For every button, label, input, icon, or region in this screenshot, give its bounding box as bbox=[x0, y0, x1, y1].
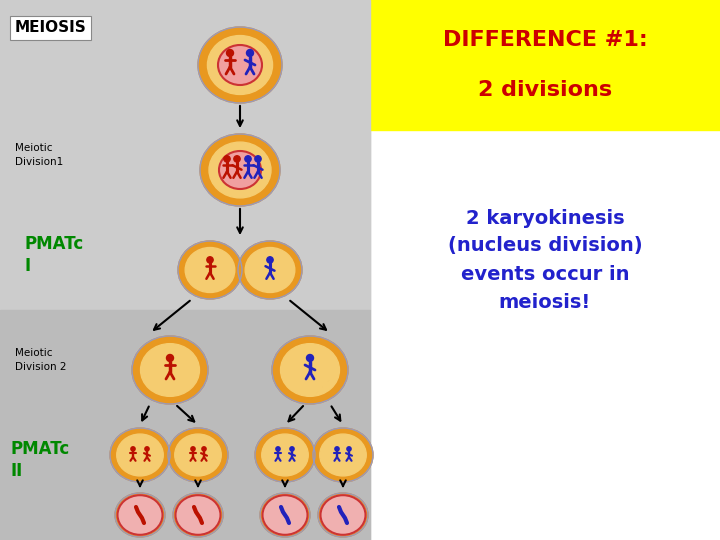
Circle shape bbox=[207, 256, 213, 263]
Ellipse shape bbox=[272, 336, 348, 404]
Ellipse shape bbox=[173, 493, 223, 537]
Text: 2 divisions: 2 divisions bbox=[478, 80, 612, 100]
Ellipse shape bbox=[117, 495, 163, 535]
Ellipse shape bbox=[320, 495, 366, 535]
Ellipse shape bbox=[246, 247, 294, 293]
Circle shape bbox=[166, 354, 174, 361]
Text: PMATc
I: PMATc I bbox=[25, 235, 84, 275]
Ellipse shape bbox=[260, 493, 310, 537]
Ellipse shape bbox=[117, 434, 163, 476]
Circle shape bbox=[267, 256, 273, 263]
Text: Meiotic
Division 2: Meiotic Division 2 bbox=[15, 348, 66, 372]
Circle shape bbox=[307, 354, 313, 361]
Ellipse shape bbox=[185, 247, 235, 293]
Bar bbox=[0, 0, 370, 540]
Ellipse shape bbox=[218, 45, 262, 85]
Circle shape bbox=[255, 156, 261, 162]
Bar bbox=[370, 0, 720, 130]
Ellipse shape bbox=[198, 27, 282, 103]
Circle shape bbox=[202, 447, 206, 451]
Circle shape bbox=[145, 447, 149, 451]
Circle shape bbox=[234, 156, 240, 162]
Circle shape bbox=[131, 447, 135, 451]
Ellipse shape bbox=[313, 428, 373, 482]
Ellipse shape bbox=[178, 241, 242, 299]
Ellipse shape bbox=[318, 493, 368, 537]
Ellipse shape bbox=[263, 495, 307, 535]
Ellipse shape bbox=[176, 495, 220, 535]
Ellipse shape bbox=[219, 151, 261, 189]
Ellipse shape bbox=[140, 343, 199, 396]
Ellipse shape bbox=[262, 434, 308, 476]
Ellipse shape bbox=[175, 434, 221, 476]
Text: Meiotic
Division1: Meiotic Division1 bbox=[15, 144, 63, 167]
Text: DIFFERENCE #1:: DIFFERENCE #1: bbox=[443, 30, 647, 50]
Ellipse shape bbox=[320, 434, 366, 476]
Ellipse shape bbox=[238, 241, 302, 299]
Text: PMATc
II: PMATc II bbox=[10, 440, 69, 480]
Bar bbox=[0, 310, 370, 540]
Circle shape bbox=[191, 447, 195, 451]
Circle shape bbox=[246, 50, 253, 57]
Ellipse shape bbox=[200, 134, 280, 206]
Ellipse shape bbox=[207, 36, 273, 94]
Circle shape bbox=[347, 447, 351, 451]
Circle shape bbox=[335, 447, 339, 451]
Text: 2 karyokinesis
(nucleus division)
events occur in
meiosis!: 2 karyokinesis (nucleus division) events… bbox=[448, 208, 642, 312]
Ellipse shape bbox=[132, 336, 208, 404]
Ellipse shape bbox=[209, 142, 271, 198]
Circle shape bbox=[290, 447, 294, 451]
Ellipse shape bbox=[255, 428, 315, 482]
Circle shape bbox=[245, 156, 251, 162]
Text: MEIOSIS: MEIOSIS bbox=[15, 21, 86, 36]
Ellipse shape bbox=[168, 428, 228, 482]
Ellipse shape bbox=[281, 343, 339, 396]
Circle shape bbox=[224, 156, 230, 162]
Circle shape bbox=[276, 447, 280, 451]
Bar bbox=[0, 0, 370, 310]
Ellipse shape bbox=[115, 493, 165, 537]
Ellipse shape bbox=[110, 428, 170, 482]
Circle shape bbox=[227, 50, 233, 57]
